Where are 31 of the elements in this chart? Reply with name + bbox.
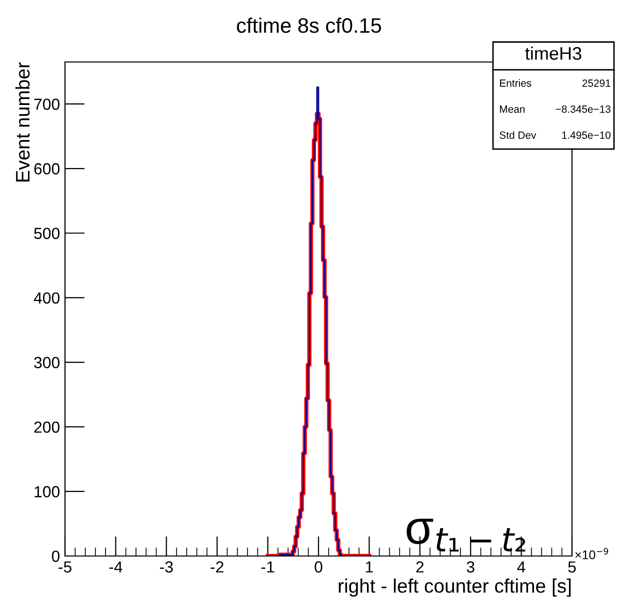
y-tick-label: 100	[34, 486, 60, 498]
x-tick-label: 3	[466, 561, 474, 573]
annotation: Mean	[500, 106, 525, 113]
annotation: Std Dev	[500, 131, 536, 139]
y-tick-label: 400	[34, 292, 60, 304]
y-tick-label: 200	[34, 421, 60, 433]
annotation: 1.495e−10	[562, 131, 611, 139]
x-tick-label: -2	[210, 561, 224, 572]
y-tick-label: 500	[34, 228, 60, 240]
annotation: −8.345e−13	[556, 105, 610, 113]
x-tick-label: -1	[261, 561, 274, 572]
text: ×10$^{−9}$	[575, 548, 608, 560]
x-axis-title: right - left counter cftime [s]	[338, 578, 571, 597]
text: 25291	[582, 79, 610, 87]
annotation: Entries	[500, 79, 532, 87]
y-tick-label: 700	[34, 98, 60, 110]
x-tick-label: 5	[568, 561, 576, 573]
text: timeH3	[525, 46, 582, 60]
x-tick-label: -5	[58, 561, 72, 573]
y-tick-label: 300	[34, 356, 60, 368]
chart-title: cftime 8s cf0.15	[236, 18, 382, 33]
y-axis-title: Event number	[15, 62, 30, 182]
x-tick-label: 4	[517, 561, 526, 572]
x-tick-label: -3	[160, 561, 173, 573]
x-tick-label: 1	[366, 561, 373, 572]
y-tick-label: 600	[34, 163, 60, 174]
annotation: σ$_{t₁−t₂}$	[406, 518, 526, 552]
x-tick-label: 2	[416, 561, 424, 572]
x-tick-label: -4	[109, 561, 122, 572]
x-tick-label: 0	[314, 561, 322, 573]
y-tick-label: 0	[52, 550, 60, 562]
